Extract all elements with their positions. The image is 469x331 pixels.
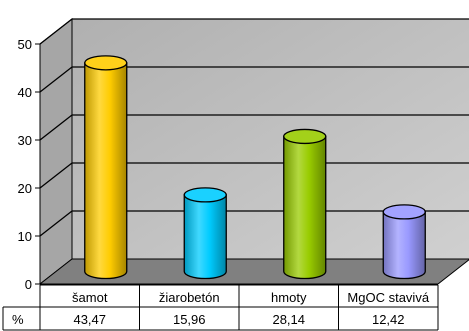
- gridline: [39, 162, 469, 189]
- bar-body: [84, 62, 128, 280]
- category-label: žiarobetón: [159, 290, 220, 305]
- gridline: [39, 114, 469, 141]
- value-label: 15,96: [173, 312, 206, 327]
- category-label: MgOC stavivá: [347, 290, 429, 305]
- bar-2: [283, 128, 327, 280]
- bar-top: [183, 187, 227, 203]
- gridline: [39, 210, 469, 237]
- value-label: 12,42: [372, 312, 405, 327]
- bar-body: [183, 194, 227, 280]
- gridline: [39, 66, 469, 93]
- bar-top: [84, 55, 128, 71]
- bar-body: [382, 211, 426, 280]
- y-tick-label: 40: [18, 85, 32, 100]
- y-axis: 0 10 20 30 40 50: [18, 37, 41, 292]
- category-label: hmoty: [271, 290, 307, 305]
- bar-3: [382, 204, 426, 280]
- category-label: šamot: [72, 290, 108, 305]
- bar-top: [382, 204, 426, 220]
- bar-1: [183, 187, 227, 280]
- y-tick-label: 0: [25, 277, 32, 292]
- bar-0: [84, 55, 128, 280]
- y-tick-label: 20: [18, 181, 32, 196]
- y-tick-label: 30: [18, 133, 32, 148]
- bar-body: [283, 135, 327, 280]
- bars: [84, 55, 426, 280]
- y-tick-label: 10: [18, 229, 32, 244]
- side-wall: [39, 17, 73, 286]
- bar-top: [283, 128, 327, 145]
- table-row-header: %: [12, 312, 24, 327]
- gridline: [39, 18, 469, 45]
- data-table: % šamot 43,47 žiarobetón 15,96 hmoty 28,14 MgOC…: [2, 284, 439, 331]
- value-label: 43,47: [73, 312, 106, 327]
- y-tick-label: 50: [18, 37, 32, 52]
- floor: [38, 258, 469, 285]
- value-label: 28,14: [272, 312, 305, 327]
- gridlines: [39, 18, 469, 237]
